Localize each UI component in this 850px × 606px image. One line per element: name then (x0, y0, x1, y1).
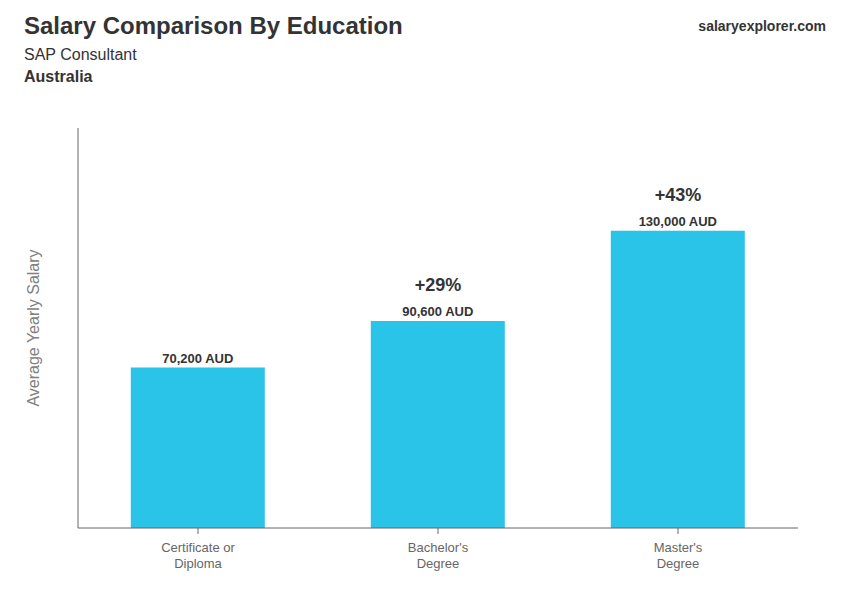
svg-text:130,000 AUD: 130,000 AUD (639, 214, 717, 229)
svg-text:Master'sDegree: Master'sDegree (654, 540, 703, 571)
svg-text:+43%: +43% (655, 185, 702, 205)
svg-text:Bachelor'sDegree: Bachelor'sDegree (408, 540, 469, 571)
html-text:Australia: Australia (24, 68, 93, 85)
svg-text:Average Yearly Salary: Average Yearly Salary (25, 249, 42, 406)
svg-text:Certificate orDiploma: Certificate orDiploma (161, 540, 235, 571)
html-text:SAP Consultant: SAP Consultant (24, 46, 137, 63)
svg-text:90,600 AUD: 90,600 AUD (402, 304, 473, 319)
html-text:Salary Comparison By Education: Salary Comparison By Education (24, 12, 403, 39)
html-text:salaryexplorer.com: salaryexplorer.com (698, 18, 826, 34)
svg-text:70,200 AUD: 70,200 AUD (162, 351, 233, 366)
svg-text:+29%: +29% (415, 275, 462, 295)
